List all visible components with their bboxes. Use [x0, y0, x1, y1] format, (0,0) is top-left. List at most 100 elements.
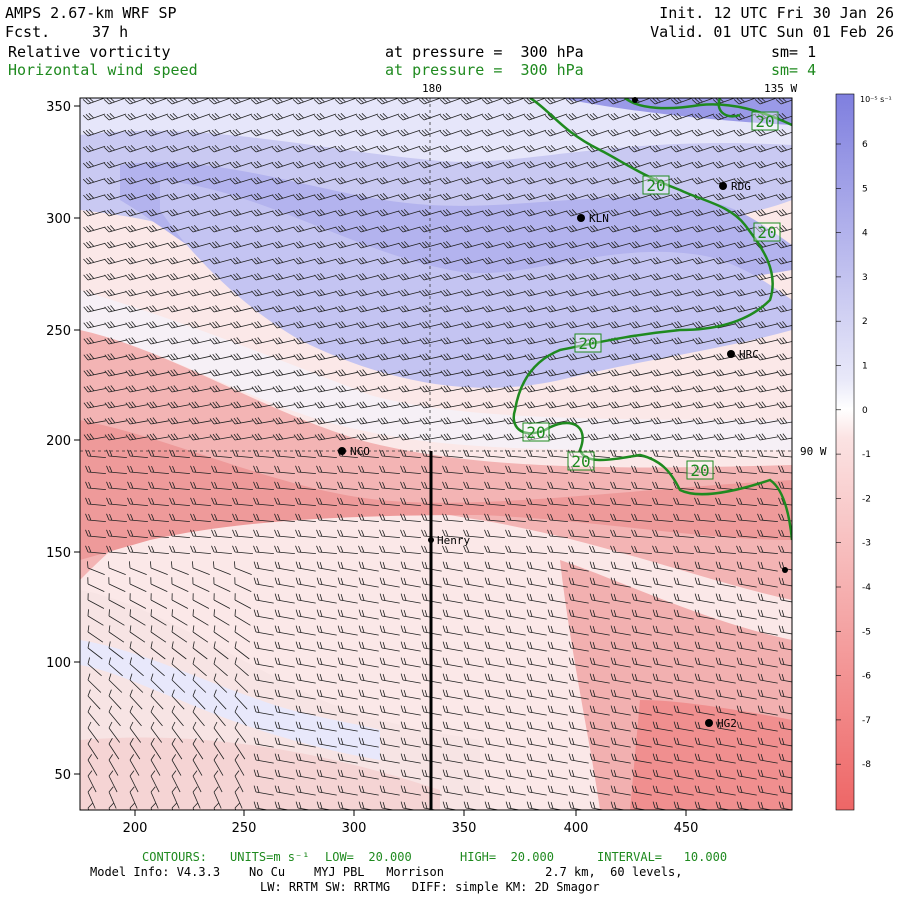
wind-barb	[213, 721, 226, 743]
wind-barb	[171, 609, 188, 626]
colorbar-tick-label: 3	[862, 273, 868, 283]
wind-barb	[337, 481, 358, 490]
wind-barb	[251, 353, 274, 361]
wind-barb	[503, 145, 526, 153]
wind-barb	[398, 257, 421, 265]
wind-barb	[587, 209, 610, 217]
wind-barb	[736, 737, 757, 748]
wind-barb	[440, 257, 463, 265]
wind-barb	[337, 593, 358, 604]
wind-barb	[234, 754, 245, 776]
wind-barb	[314, 177, 337, 185]
wind-barb	[628, 129, 652, 137]
wind-barb	[713, 321, 736, 329]
wind-barb	[106, 465, 127, 474]
wind-barb	[755, 321, 778, 329]
wind-barb	[757, 641, 778, 652]
wind-barb	[87, 577, 105, 592]
wind-barb	[673, 497, 694, 506]
wind-barb	[125, 433, 148, 441]
wind-barb	[87, 641, 103, 660]
wind-barb	[631, 753, 652, 764]
wind-barb	[106, 545, 127, 554]
wind-barb	[234, 561, 252, 575]
wind-barb	[127, 481, 148, 490]
wind-barb	[589, 737, 610, 748]
wind-barb	[171, 577, 189, 592]
wind-barb	[419, 385, 442, 393]
wind-barb	[673, 513, 694, 522]
wind-barb	[505, 721, 526, 732]
wind-barb	[736, 753, 757, 764]
wind-barb	[629, 209, 652, 217]
wind-barb	[209, 417, 232, 425]
wind-barb	[418, 129, 442, 137]
wind-barb	[251, 385, 274, 393]
wind-barb	[776, 417, 792, 425]
wind-barb	[607, 113, 631, 121]
wind-barb	[377, 369, 400, 377]
wind-barb	[253, 753, 274, 764]
wind-barb	[209, 433, 232, 441]
wind-barb	[460, 129, 484, 137]
wind-barb	[526, 641, 547, 652]
wind-barb	[253, 785, 274, 796]
wind-barb	[754, 129, 778, 137]
wind-barb	[335, 289, 358, 297]
wind-barb	[608, 273, 631, 281]
wind-barb	[482, 193, 505, 201]
wind-barb	[589, 513, 610, 522]
wind-barb	[213, 577, 231, 592]
wind-barb	[232, 465, 253, 474]
wind-barb	[295, 609, 316, 620]
wind-barb	[463, 657, 484, 668]
wind-barb	[397, 129, 421, 137]
wind-barb	[253, 769, 274, 780]
wind-barb	[150, 641, 166, 660]
wind-barb	[421, 545, 442, 554]
wind-barb	[232, 481, 253, 490]
wind-barb	[524, 257, 547, 265]
wind-barb	[715, 753, 736, 764]
wind-barb	[398, 241, 421, 249]
wind-barb	[234, 786, 243, 809]
wind-barb	[85, 465, 106, 474]
wind-barb	[568, 785, 589, 796]
wind-barb	[568, 481, 589, 490]
wind-barb	[757, 753, 778, 764]
wind-barb	[442, 561, 463, 572]
wind-barb	[713, 273, 736, 281]
wind-barb	[484, 753, 505, 764]
wind-barb	[421, 785, 442, 796]
wind-barb	[587, 369, 610, 377]
wind-barb	[209, 257, 232, 265]
wind-barb	[652, 513, 673, 522]
wind-barb	[400, 705, 421, 716]
wind-barb	[439, 113, 463, 121]
wind-barb	[650, 401, 673, 409]
wind-barb	[108, 754, 119, 776]
wind-barb	[129, 609, 146, 626]
wind-barb	[125, 417, 148, 425]
wind-barb	[776, 273, 792, 281]
wind-barb	[650, 385, 673, 393]
wind-barb	[568, 513, 589, 522]
wind-barb	[314, 369, 337, 377]
wind-barb	[694, 593, 715, 604]
wind-barb	[734, 241, 757, 249]
wind-barb	[736, 577, 757, 588]
wind-barb	[108, 705, 121, 727]
wind-barb	[209, 225, 232, 233]
wind-barb	[253, 609, 274, 620]
wind-barb	[652, 785, 673, 796]
wind-barb	[171, 673, 186, 693]
wind-barb	[87, 705, 100, 727]
wind-barb	[715, 689, 736, 700]
wind-barb	[187, 129, 211, 137]
wind-barb	[482, 417, 505, 425]
wind-barb	[713, 241, 736, 249]
wind-barb	[649, 98, 673, 105]
wind-barb	[234, 689, 248, 710]
wind-barb	[547, 593, 568, 604]
